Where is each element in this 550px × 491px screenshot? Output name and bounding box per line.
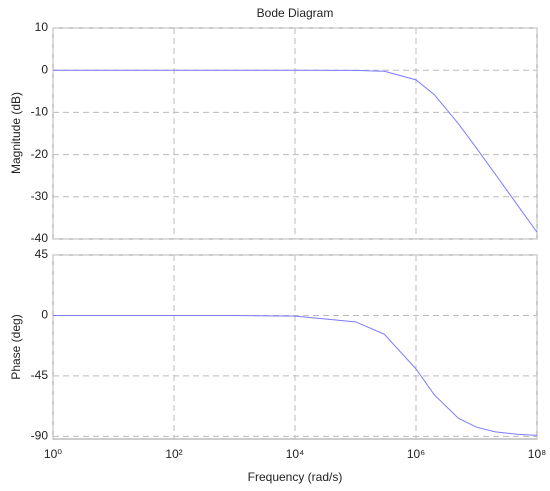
y-axis-label: Phase (deg) (9, 314, 23, 379)
x-axis-label: Frequency (rad/s) (248, 470, 343, 484)
y-tick-label: -40 (31, 231, 49, 245)
y-tick-label: -20 (31, 147, 49, 161)
x-tick-label: 10⁶ (407, 447, 425, 461)
x-tick-label: 10⁴ (286, 447, 305, 461)
data-line (53, 314, 538, 436)
y-tick-label: -30 (31, 189, 49, 203)
y-tick-label: 10 (35, 20, 49, 34)
y-tick-label: -45 (31, 368, 49, 382)
x-tick-label: 10² (165, 447, 182, 461)
chart-title: Bode Diagram (257, 6, 334, 20)
y-tick-label: -10 (31, 105, 49, 119)
y-axis-label: Magnitude (dB) (9, 92, 23, 174)
y-tick-label: 0 (41, 62, 48, 76)
x-tick-label: 10⁸ (528, 447, 546, 461)
data-line (53, 69, 538, 233)
y-tick-label: 45 (35, 247, 49, 261)
x-tick-label: 10⁰ (44, 447, 62, 461)
y-tick-label: -90 (31, 428, 49, 442)
y-tick-label: 0 (41, 308, 48, 322)
